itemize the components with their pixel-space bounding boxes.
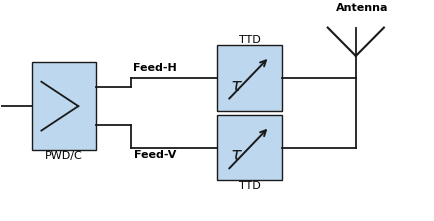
Text: $\tau$: $\tau$ bbox=[230, 147, 243, 164]
Text: Feed-H: Feed-H bbox=[133, 63, 176, 73]
Text: PWD/C: PWD/C bbox=[45, 151, 83, 161]
Text: Antenna: Antenna bbox=[335, 3, 388, 13]
Text: TTD: TTD bbox=[239, 181, 260, 191]
Text: $\tau$: $\tau$ bbox=[230, 77, 243, 95]
Text: TTD: TTD bbox=[239, 34, 260, 45]
Bar bbox=[217, 115, 282, 180]
Text: Feed-V: Feed-V bbox=[133, 150, 176, 160]
Bar bbox=[32, 63, 96, 150]
Bar bbox=[217, 45, 282, 110]
